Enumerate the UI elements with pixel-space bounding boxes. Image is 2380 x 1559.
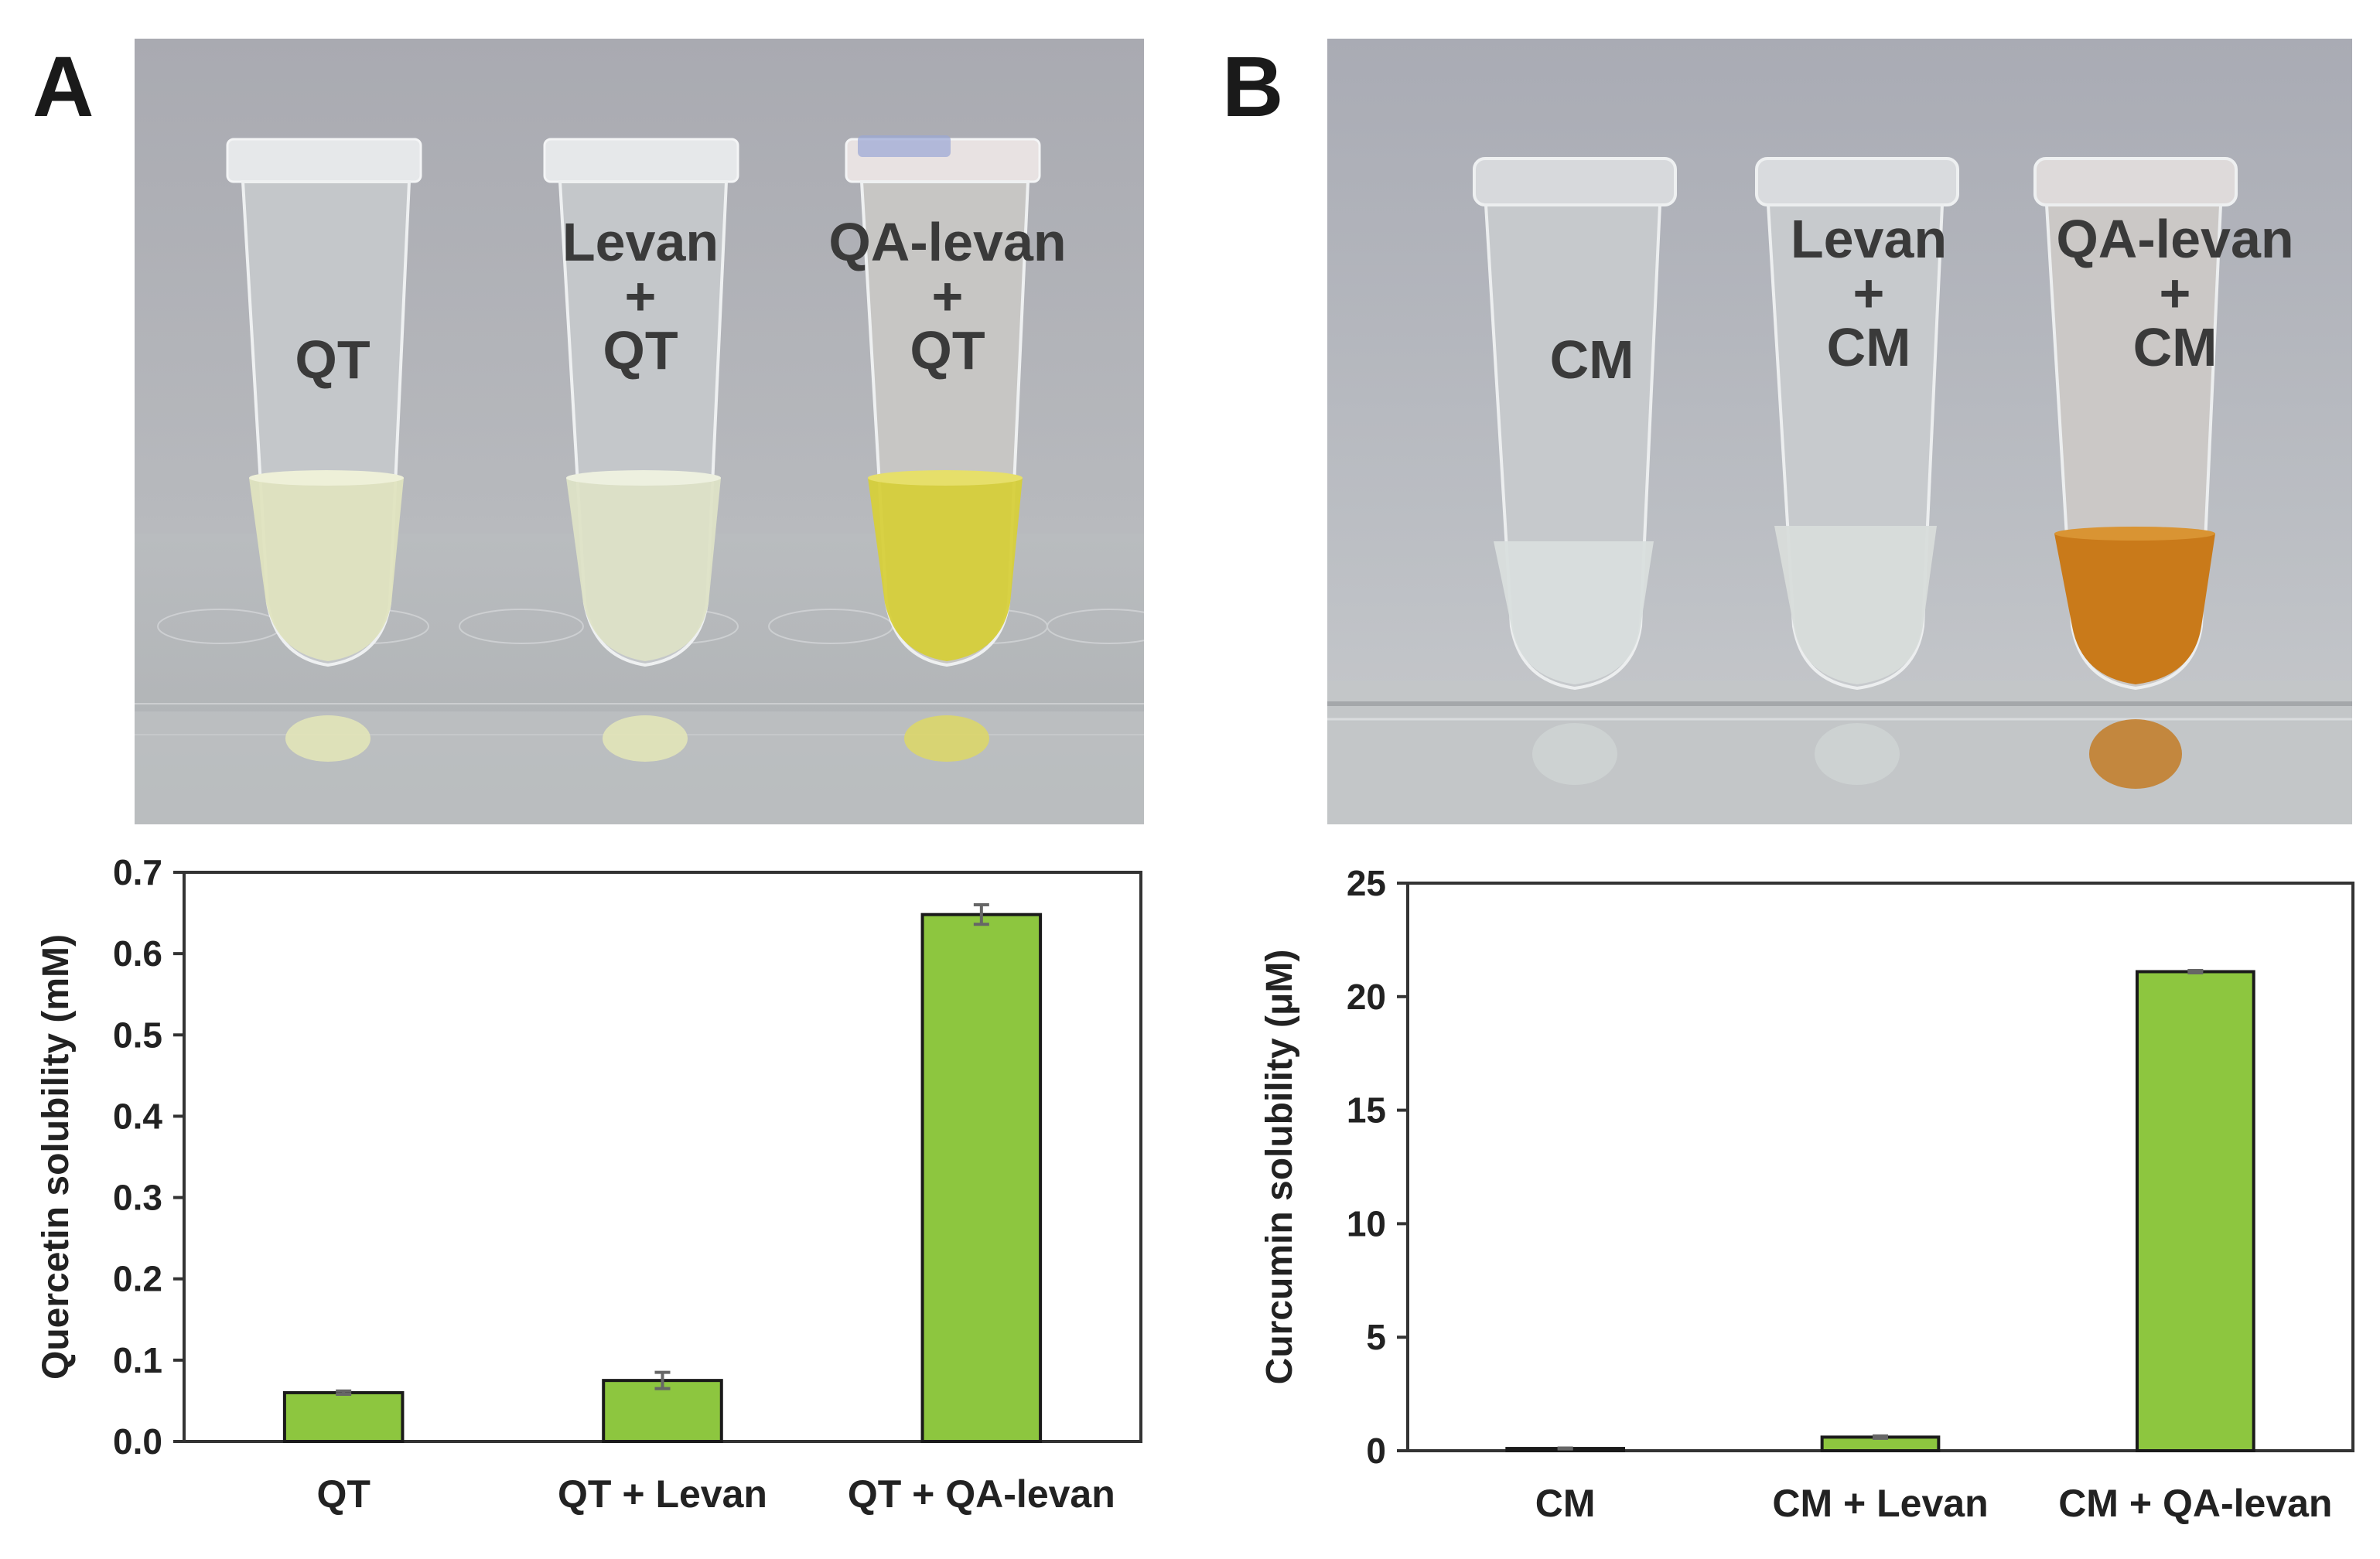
tube-levan-cm	[1755, 157, 1959, 691]
tube-qt	[226, 138, 422, 667]
tube-label-line: Levan	[562, 212, 719, 272]
tube-label-line: +	[2159, 263, 2191, 323]
y-axis-label: Curcumin solubility (μM)	[1259, 950, 1300, 1385]
y-tick-label: 15	[1347, 1090, 1386, 1131]
tube-label-line: QT	[295, 329, 370, 390]
tube-label-qa-levan-cm: QA-levan + CM	[2056, 212, 2293, 374]
y-tick-label: 0.1	[113, 1340, 162, 1380]
x-tick-label: QT	[316, 1472, 370, 1516]
x-tick-label: CM	[1535, 1482, 1596, 1525]
tube-label-line: QT	[910, 320, 985, 380]
tube-label-qt: QT	[295, 333, 370, 387]
panel-a-letter: A	[32, 39, 94, 135]
bar	[2135, 970, 2255, 1452]
tube-label-levan-cm: Levan + CM	[1791, 212, 1947, 374]
x-tick-label: QT + Levan	[558, 1472, 767, 1516]
tube-cm	[1473, 157, 1677, 691]
panel-a-photo	[135, 39, 1144, 824]
bar	[282, 1390, 405, 1444]
y-tick-label: 0.4	[113, 1096, 162, 1136]
y-tick-label: 0.0	[113, 1421, 162, 1462]
tube-label-levan-qt: Levan + QT	[562, 215, 719, 377]
x-tick-label: QT + QA-levan	[848, 1472, 1115, 1516]
tube-label-line: CM	[1826, 317, 1911, 377]
quercetin-solubility-chart: 0.0 0.1 0.2 0.3 0.4 0.5 0.6 0.7 Quercetin solubi…	[36, 852, 1142, 1516]
tube-qa-levan-cm	[2033, 157, 2238, 691]
tube-label-line: +	[931, 266, 964, 326]
tube-label-line: QT	[603, 320, 678, 380]
x-tick-label: CM + Levan	[1772, 1482, 1988, 1525]
tube-label-line: +	[624, 266, 657, 326]
x-tick-label: CM + QA-levan	[2058, 1482, 2332, 1525]
tube-qa-levan-qt	[845, 135, 1041, 667]
tube-label-line: QA-levan	[2056, 209, 2294, 269]
tube-label-line: +	[1852, 263, 1885, 323]
tube-label-qa-levan-qt: QA-levan + QT	[828, 215, 1066, 377]
y-tick-label: 0.5	[113, 1015, 162, 1055]
y-tick-label: 0.3	[113, 1178, 162, 1218]
curcumin-solubility-chart: 0 5 10 15 20 25 Curcumin solubility (μM) CM CM +…	[1259, 863, 2354, 1525]
tube-label-cm: CM	[1550, 333, 1634, 387]
tube-label-line: QA-levan	[828, 212, 1067, 272]
y-tick-label: 0.7	[113, 852, 162, 892]
y-tick-label: 10	[1347, 1203, 1386, 1243]
y-tick-label: 0	[1366, 1431, 1386, 1471]
y-axis-label: Quercetin solubility (mM)	[36, 934, 77, 1380]
tube-label-line: CM	[1549, 329, 1634, 390]
tube-label-line: CM	[2132, 317, 2218, 377]
y-tick-label: 5	[1366, 1317, 1386, 1357]
tube-label-line: Levan	[1790, 209, 1948, 269]
y-tick-label: 0.2	[113, 1259, 162, 1299]
y-tick-label: 0.6	[113, 933, 162, 974]
panel-b-photo	[1327, 39, 2352, 824]
tube-levan-qt	[543, 138, 739, 667]
y-tick-label: 20	[1347, 977, 1386, 1017]
bar	[920, 913, 1043, 1444]
panel-b-letter: B	[1222, 39, 1284, 135]
y-tick-label: 25	[1347, 863, 1386, 903]
bar	[602, 1379, 723, 1444]
